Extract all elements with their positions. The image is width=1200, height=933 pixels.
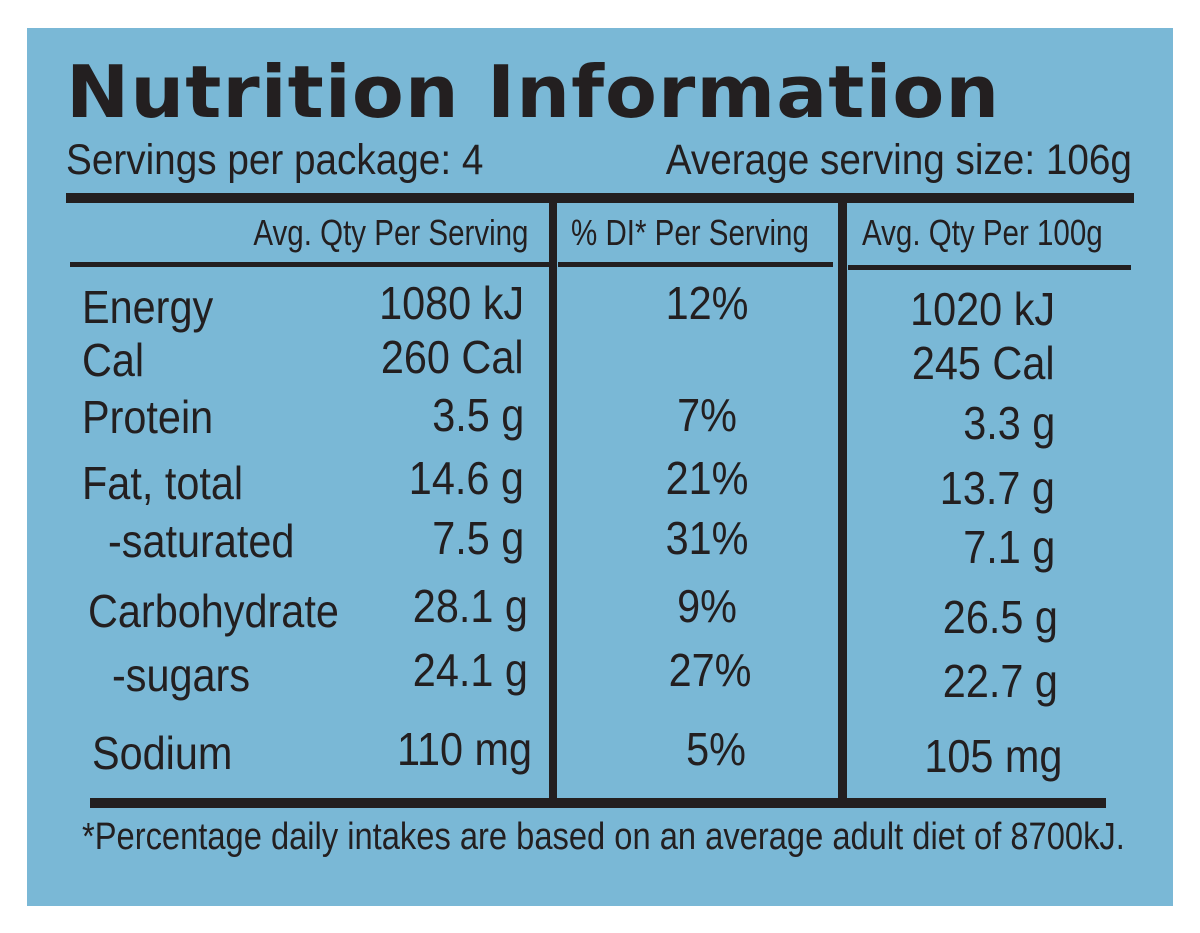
header-underline-1	[70, 262, 550, 267]
row-label-sodium: Sodium	[92, 727, 233, 779]
saturated-di: 31%	[665, 512, 749, 564]
cal-per-serving: 260 Cal	[381, 331, 524, 383]
saturated-per-serving: 7.5 g	[431, 512, 524, 564]
row-label-fat-total: Fat, total	[82, 457, 244, 509]
column-header-per-serving: Avg. Qty Per Serving	[252, 212, 528, 253]
fat-total-per-100g: 13.7 g	[939, 462, 1055, 514]
energy-per-serving: 1080 kJ	[378, 277, 524, 329]
sugars-per-100g: 22.7 g	[942, 655, 1058, 707]
sodium-per-100g: 105 mg	[923, 730, 1062, 782]
row-label-carbohydrate: Carbohydrate	[88, 585, 339, 637]
saturated-per-100g: 7.1 g	[962, 521, 1055, 573]
column-divider-1	[549, 197, 557, 801]
row-label-energy: Energy	[82, 281, 214, 333]
carbohydrate-per-100g: 26.5 g	[942, 591, 1058, 643]
nutrition-panel	[27, 28, 1173, 906]
protein-per-100g: 3.3 g	[962, 397, 1055, 449]
page-title: Nutrition Information	[66, 50, 1001, 134]
protein-di: 7%	[677, 389, 737, 441]
row-label-sugars: -sugars	[112, 649, 251, 701]
column-divider-2	[838, 197, 847, 801]
fat-total-per-serving: 14.6 g	[408, 452, 524, 504]
header-underline-2	[558, 262, 833, 267]
column-header-per-100g: Avg. Qty Per 100g	[862, 212, 1103, 253]
sodium-per-serving: 110 mg	[396, 723, 532, 775]
protein-per-serving: 3.5 g	[431, 389, 524, 441]
sugars-per-serving: 24.1 g	[412, 644, 528, 696]
cal-per-100g: 245 Cal	[912, 337, 1055, 389]
footnote: *Percentage daily intakes are based on a…	[82, 816, 1125, 858]
fat-total-di: 21%	[665, 452, 749, 504]
top-divider	[66, 193, 1134, 203]
row-label-protein: Protein	[82, 391, 214, 443]
sodium-di: 5%	[686, 723, 746, 775]
carbohydrate-di: 9%	[677, 580, 737, 632]
header-underline-3	[848, 265, 1131, 270]
average-serving-size: Average serving size: 106g	[665, 136, 1132, 184]
column-header-di-per-serving: % DI* Per Serving	[571, 212, 809, 253]
sugars-di: 27%	[668, 644, 752, 696]
carbohydrate-per-serving: 28.1 g	[412, 580, 528, 632]
row-label-cal: Cal	[82, 334, 145, 386]
servings-per-package: Servings per package: 4	[66, 136, 484, 184]
energy-per-100g: 1020 kJ	[909, 283, 1055, 335]
row-label-saturated: -saturated	[108, 515, 295, 567]
energy-di: 12%	[665, 277, 749, 329]
bottom-divider	[90, 798, 1106, 808]
